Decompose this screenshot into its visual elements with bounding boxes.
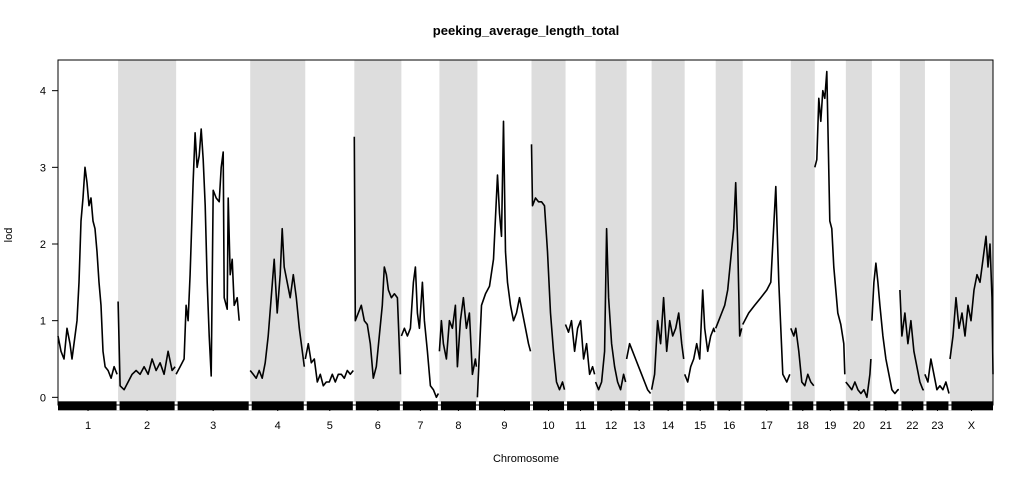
x-tick-label-21: 21 (880, 420, 892, 432)
x-tick-label-4: 4 (275, 420, 281, 432)
marker-rug-gap (650, 401, 654, 411)
chromosome-band-12 (595, 60, 627, 405)
x-tick-label-10: 10 (542, 420, 554, 432)
marker-rug-gap (530, 401, 534, 411)
lod-curve-chr-22 (899, 289, 924, 391)
marker-rug-gap (683, 401, 687, 411)
lod-curve-chr-2 (117, 301, 176, 391)
x-tick-label-22: 22 (906, 420, 918, 432)
marker-rug-gap (789, 401, 793, 411)
chromosome-band-X (949, 60, 993, 405)
lod-curve-chr-5 (304, 342, 354, 387)
lod-curve-chr-9 (476, 120, 532, 398)
x-tick-label-2: 2 (144, 420, 150, 432)
lod-curve-chr-15 (683, 289, 716, 383)
x-tick-label-1: 1 (85, 420, 91, 432)
marker-rug (58, 401, 993, 411)
lod-curve-chr-21 (871, 262, 899, 395)
x-tick-label-9: 9 (501, 420, 507, 432)
marker-rug-gap (352, 401, 356, 411)
marker-rug-gap (898, 401, 902, 411)
lod-curve-chr-16 (714, 181, 743, 337)
y-tick-label-2: 2 (40, 239, 46, 251)
chromosome-band-20 (845, 60, 872, 405)
chromosome-band-22 (899, 60, 925, 405)
chromosome-band-4 (250, 60, 306, 405)
x-tick-label-15: 15 (694, 420, 706, 432)
x-tick-label-13: 13 (633, 420, 645, 432)
x-axis-label: Chromosome (493, 453, 559, 465)
y-tick-label-3: 3 (40, 162, 46, 174)
lod-curve-chr-3 (175, 128, 240, 377)
x-tick-label-20: 20 (853, 420, 865, 432)
marker-rug-gap (248, 401, 252, 411)
marker-rug-gap (437, 401, 441, 411)
marker-rug-gap (870, 401, 874, 411)
x-tick-label-23: 23 (931, 420, 943, 432)
lod-curve-chr-10 (530, 144, 566, 391)
lod-curve-chr-X (949, 235, 994, 375)
lod-curve-chr-18 (790, 327, 815, 387)
lod-curve-chr-7 (400, 266, 440, 399)
chromosome-band-2 (118, 60, 177, 405)
x-tick-label-6: 6 (375, 420, 381, 432)
x-tick-label-11: 11 (575, 420, 586, 432)
chromosome-band-14 (651, 60, 685, 405)
x-tick-label-3: 3 (210, 420, 216, 432)
lod-curve-chr-14 (650, 296, 685, 390)
y-axis-label: lod (3, 228, 15, 243)
lod-curve-chr-6 (353, 136, 402, 380)
marker-rug-gap (844, 401, 848, 411)
marker-rug-gap (174, 401, 178, 411)
lod-curve-chr-12 (594, 227, 627, 391)
marker-rug-gap (564, 401, 568, 411)
y-tick-label-4: 4 (40, 86, 46, 98)
lod-curve-chr-4 (249, 227, 306, 380)
lod-curve-chr-23 (924, 358, 950, 394)
x-tick-label-14: 14 (662, 420, 674, 432)
marker-rug-gap (625, 401, 629, 411)
y-tick-label-0: 0 (40, 392, 46, 404)
chromosome-shading (118, 60, 993, 405)
marker-rug-gap (475, 401, 479, 411)
x-tick-label-17: 17 (761, 420, 773, 432)
y-axis: 0 1 2 3 4 (40, 86, 58, 404)
marker-rug-gap (923, 401, 927, 411)
marker-rug-gap (741, 401, 745, 411)
x-tick-label-19: 19 (824, 420, 836, 432)
marker-rug-gap (303, 401, 307, 411)
chromosome-band-10 (531, 60, 566, 405)
marker-rug-gap (594, 401, 598, 411)
x-tick-label-8: 8 (455, 420, 461, 432)
marker-rug-gap (399, 401, 403, 411)
lod-curves (57, 70, 994, 399)
y-tick-label-1: 1 (40, 316, 46, 328)
chart-title: peeking_average_length_total (433, 23, 619, 38)
lod-curve-chr-1 (57, 166, 118, 380)
x-tick-label-X: X (968, 420, 976, 432)
lod-curve-chr-8 (438, 296, 478, 376)
x-axis: 1 2 3 4 5 6 7 8 9 10 11 12 13 14 15 16 17 18 19 20 21 22 23 X (85, 405, 976, 432)
marker-rug-band (58, 401, 993, 411)
chromosome-band-16 (715, 60, 743, 405)
marker-rug-gap (116, 401, 120, 411)
lod-curve-chr-19 (814, 70, 846, 375)
marker-rug-gap (714, 401, 718, 411)
x-tick-label-7: 7 (417, 420, 423, 432)
x-tick-label-18: 18 (797, 420, 809, 432)
lod-curve-chr-17 (741, 185, 791, 383)
marker-rug-gap (813, 401, 817, 411)
lod-curve-chr-11 (564, 319, 596, 376)
x-tick-label-5: 5 (327, 420, 333, 432)
marker-rug-gap (948, 401, 952, 411)
plot-frame (57, 59, 994, 406)
chromosome-band-18 (790, 60, 815, 405)
x-tick-label-16: 16 (723, 420, 735, 432)
lod-curve-chr-13 (625, 342, 652, 394)
lod-curve-chr-20 (845, 358, 872, 399)
x-tick-label-12: 12 (605, 420, 617, 432)
